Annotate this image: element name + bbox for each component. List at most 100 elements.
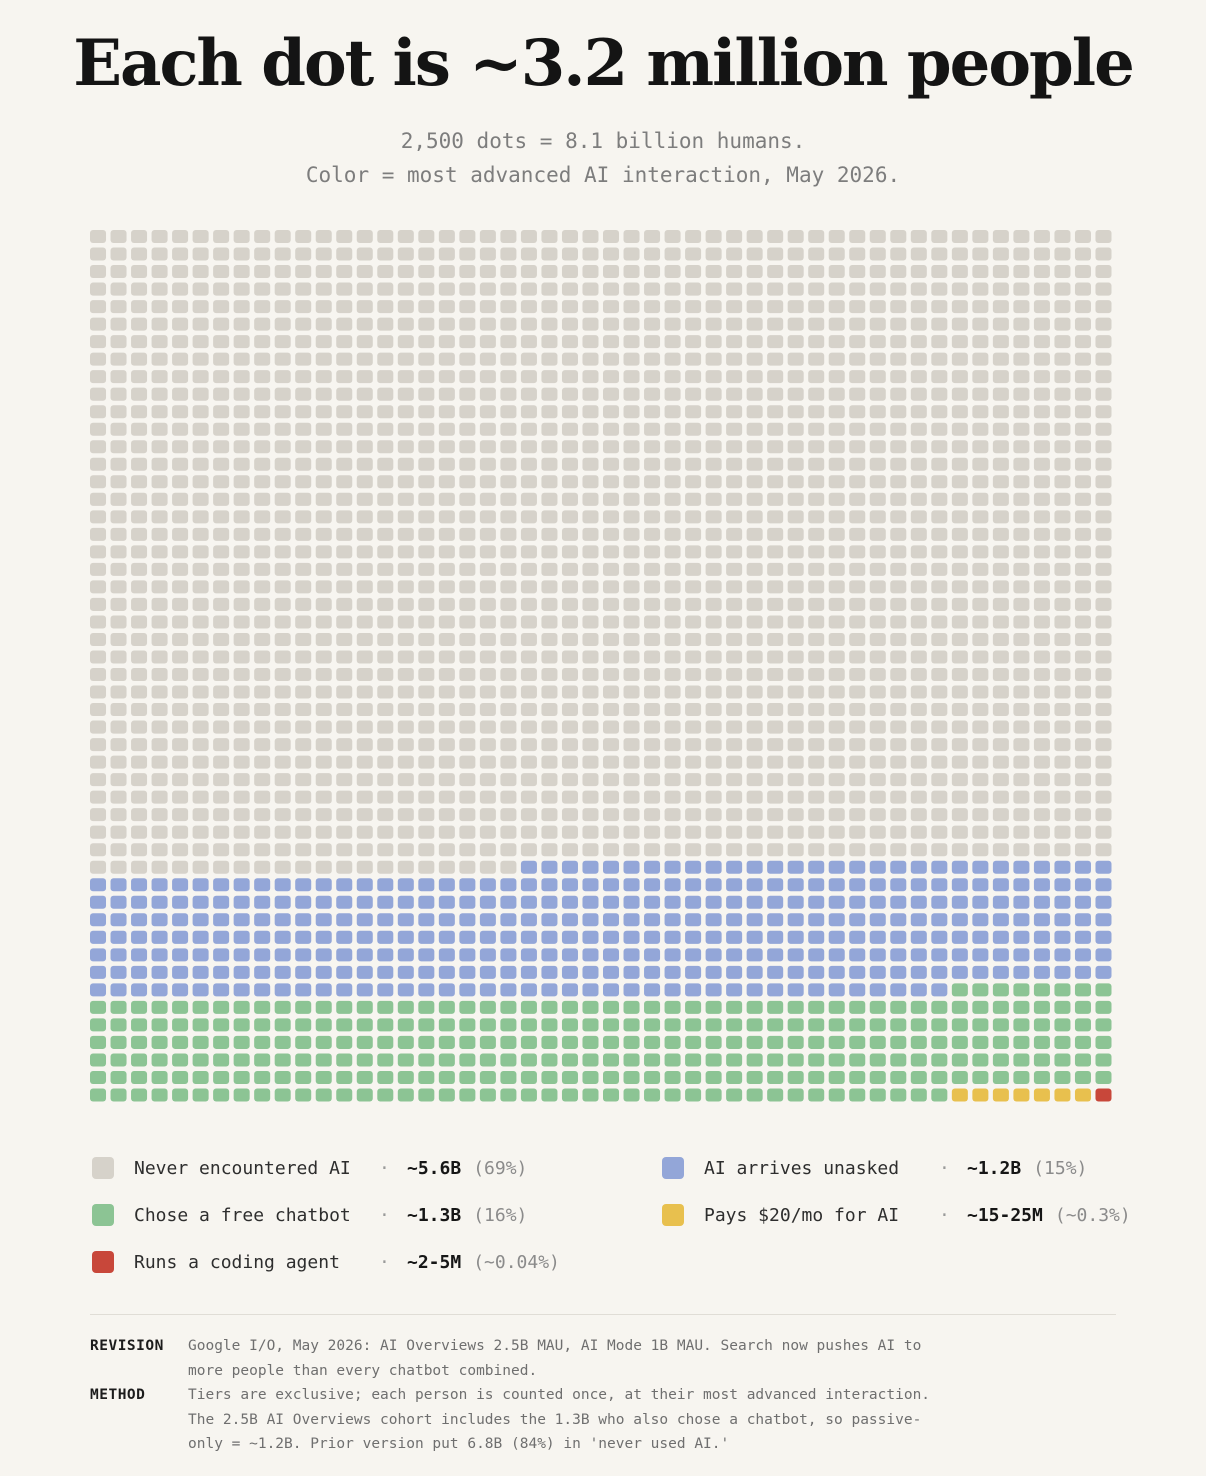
dot <box>131 632 148 646</box>
dot <box>172 282 189 296</box>
dot <box>931 492 948 506</box>
dot <box>459 370 476 384</box>
dot <box>951 597 968 611</box>
dot <box>910 685 927 699</box>
dot <box>438 597 455 611</box>
dot <box>849 615 866 629</box>
dot <box>951 703 968 717</box>
dot <box>479 615 496 629</box>
dot <box>910 615 927 629</box>
dot <box>274 492 291 506</box>
dot <box>479 878 496 892</box>
dot <box>726 615 743 629</box>
dot <box>931 545 948 559</box>
dot <box>397 230 414 244</box>
dot <box>644 405 661 419</box>
dot <box>910 703 927 717</box>
dot <box>541 370 558 384</box>
dot <box>90 703 107 717</box>
dot <box>705 703 722 717</box>
dot <box>479 405 496 419</box>
legend-label: Never encountered AI <box>134 1157 351 1179</box>
dot <box>931 335 948 349</box>
dot <box>377 370 394 384</box>
dot <box>500 317 517 331</box>
dot <box>418 825 435 839</box>
dot <box>397 773 414 787</box>
legend-item-free-chatbot: Chose a free chatbot · ~1.3B (16%) <box>92 1200 527 1230</box>
dot <box>479 965 496 979</box>
dot <box>295 790 312 804</box>
dot <box>520 615 537 629</box>
dot <box>992 685 1009 699</box>
dot <box>397 562 414 576</box>
dot <box>438 387 455 401</box>
dot <box>377 300 394 314</box>
dot <box>110 790 127 804</box>
dot <box>603 475 620 489</box>
dot <box>1033 282 1050 296</box>
dot <box>459 808 476 822</box>
dot <box>479 370 496 384</box>
dot <box>315 843 332 857</box>
dot <box>151 703 168 717</box>
dot <box>931 370 948 384</box>
dot <box>890 755 907 769</box>
dot <box>541 492 558 506</box>
dot <box>315 738 332 752</box>
dot <box>849 527 866 541</box>
dot <box>603 1088 620 1102</box>
dot <box>890 790 907 804</box>
dot <box>992 300 1009 314</box>
dot <box>315 317 332 331</box>
dot <box>582 387 599 401</box>
dot <box>1074 440 1091 454</box>
dot <box>869 860 886 874</box>
dot <box>90 597 107 611</box>
dot <box>315 860 332 874</box>
dot <box>131 597 148 611</box>
dot <box>603 230 620 244</box>
dot <box>1095 1035 1112 1049</box>
dot <box>377 545 394 559</box>
dot <box>192 650 209 664</box>
dot <box>131 1000 148 1014</box>
dot <box>582 580 599 594</box>
dot <box>767 1088 784 1102</box>
dot <box>192 1000 209 1014</box>
dot <box>561 230 578 244</box>
dot <box>233 808 250 822</box>
dot <box>336 282 353 296</box>
dot <box>746 597 763 611</box>
dot <box>233 860 250 874</box>
dot <box>664 632 681 646</box>
dot <box>90 352 107 366</box>
dot <box>500 387 517 401</box>
dot <box>931 878 948 892</box>
dot <box>1013 895 1030 909</box>
dot <box>849 1088 866 1102</box>
dot <box>1013 913 1030 927</box>
dot <box>582 632 599 646</box>
dot <box>910 755 927 769</box>
dot <box>726 597 743 611</box>
dot <box>561 562 578 576</box>
dot <box>1013 335 1030 349</box>
dot <box>561 1053 578 1067</box>
dot <box>254 895 271 909</box>
dot <box>767 1035 784 1049</box>
dot <box>295 247 312 261</box>
dot <box>356 983 373 997</box>
dot <box>315 895 332 909</box>
dot <box>726 282 743 296</box>
method-key: METHOD <box>90 1387 146 1403</box>
dot <box>828 738 845 752</box>
dot <box>213 808 230 822</box>
dot <box>726 440 743 454</box>
dot <box>726 1088 743 1102</box>
dot <box>910 230 927 244</box>
dot <box>1013 1018 1030 1032</box>
dot <box>1033 387 1050 401</box>
dot <box>1013 510 1030 524</box>
dot <box>151 738 168 752</box>
